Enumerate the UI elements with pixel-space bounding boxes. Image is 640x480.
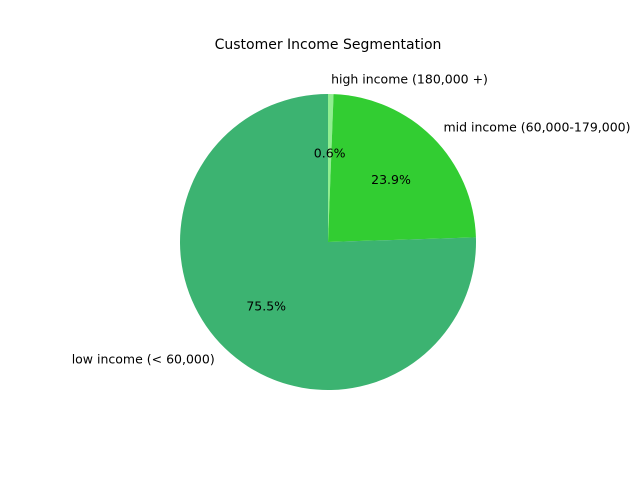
category-label-0: high income (180,000 +) [331,72,488,87]
percent-labels: 0.6% 23.9% 75.5% [246,146,411,314]
pie-slice-1 [328,94,476,242]
category-label-1: mid income (60,000-179,000) [443,120,630,135]
percent-label-0: 0.6% [314,146,346,161]
pie-slice-0 [328,94,334,242]
chart-title: Customer Income Segmentation [215,37,442,53]
percent-label-2: 75.5% [246,298,286,313]
category-label-2: low income (< 60,000) [72,351,215,366]
percent-label-1: 23.9% [371,172,411,187]
pie-slices [180,94,477,390]
category-labels: high income (180,000 +) mid income (60,00… [72,72,631,367]
pie-slice-2 [180,94,477,390]
